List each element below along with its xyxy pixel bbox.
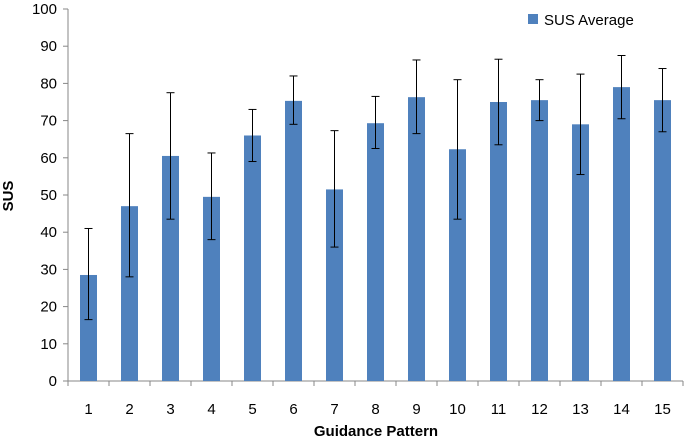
error-bar <box>658 68 667 133</box>
x-tick-label: 3 <box>166 401 174 418</box>
error-bar <box>207 152 216 241</box>
y-axis-title: SUS <box>0 181 17 212</box>
error-bar <box>535 79 544 122</box>
x-tick-label: 13 <box>572 401 589 418</box>
x-axis: 1 2 3 4 5 6 7 8 9 10 11 12 13 14 15 <box>67 380 684 418</box>
legend-label: SUS Average <box>544 12 634 29</box>
error-bar <box>576 73 585 176</box>
y-tick-label: 40 <box>40 224 57 241</box>
x-tick-label: 7 <box>330 401 338 418</box>
error-bar <box>330 130 339 248</box>
x-tick-label: 4 <box>207 401 215 418</box>
x-tick-label: 6 <box>289 401 297 418</box>
x-axis-title: Guidance Pattern <box>314 423 438 440</box>
x-tick-label: 1 <box>84 401 92 418</box>
y-tick-label: 30 <box>40 261 57 278</box>
y-tick-label: 80 <box>40 75 57 92</box>
bar <box>162 155 179 381</box>
x-tick-label: 8 <box>371 401 379 418</box>
x-tick-label: 14 <box>613 401 630 418</box>
bar <box>80 274 97 381</box>
bar <box>654 100 671 381</box>
legend-swatch <box>528 14 538 24</box>
y-tick-label: 60 <box>40 150 57 167</box>
x-tick-label: 9 <box>412 401 420 418</box>
error-bar <box>617 55 626 120</box>
y-tick-label: 10 <box>40 336 57 353</box>
bar <box>531 100 548 381</box>
y-tick-label: 100 <box>32 1 57 18</box>
bar <box>613 87 630 382</box>
error-bar <box>412 59 421 135</box>
x-tick-label: 10 <box>449 401 466 418</box>
y-tick-label: 20 <box>40 299 57 316</box>
x-tick-label: 15 <box>654 401 671 418</box>
bar <box>121 206 138 381</box>
bar <box>244 135 261 381</box>
x-tick-label: 12 <box>531 401 548 418</box>
y-tick-label: 90 <box>40 38 57 55</box>
y-tick-label: 0 <box>49 373 57 390</box>
bar <box>572 124 589 381</box>
bar <box>490 102 507 381</box>
bar <box>203 196 220 381</box>
error-bar <box>166 92 175 220</box>
error-bar <box>289 75 298 125</box>
y-axis: 0 10 20 30 40 50 60 70 80 90 100 <box>32 1 69 390</box>
error-bar <box>125 133 134 278</box>
error-bars <box>84 55 667 321</box>
bar <box>367 123 384 381</box>
bar-series <box>80 87 671 382</box>
x-tick-label: 2 <box>125 401 133 418</box>
bar <box>326 189 343 381</box>
error-bar <box>453 79 462 220</box>
x-tick-label: 5 <box>248 401 256 418</box>
y-tick-label: 70 <box>40 113 57 130</box>
error-bar <box>494 58 503 146</box>
error-bar <box>248 108 257 163</box>
x-tick-label: 11 <box>491 401 507 418</box>
y-tick-label: 50 <box>40 187 57 204</box>
bar <box>449 149 466 381</box>
error-bar <box>371 95 380 149</box>
error-bar <box>84 227 93 321</box>
legend: SUS Average <box>528 12 634 29</box>
bar <box>408 97 425 381</box>
bar <box>285 100 302 381</box>
